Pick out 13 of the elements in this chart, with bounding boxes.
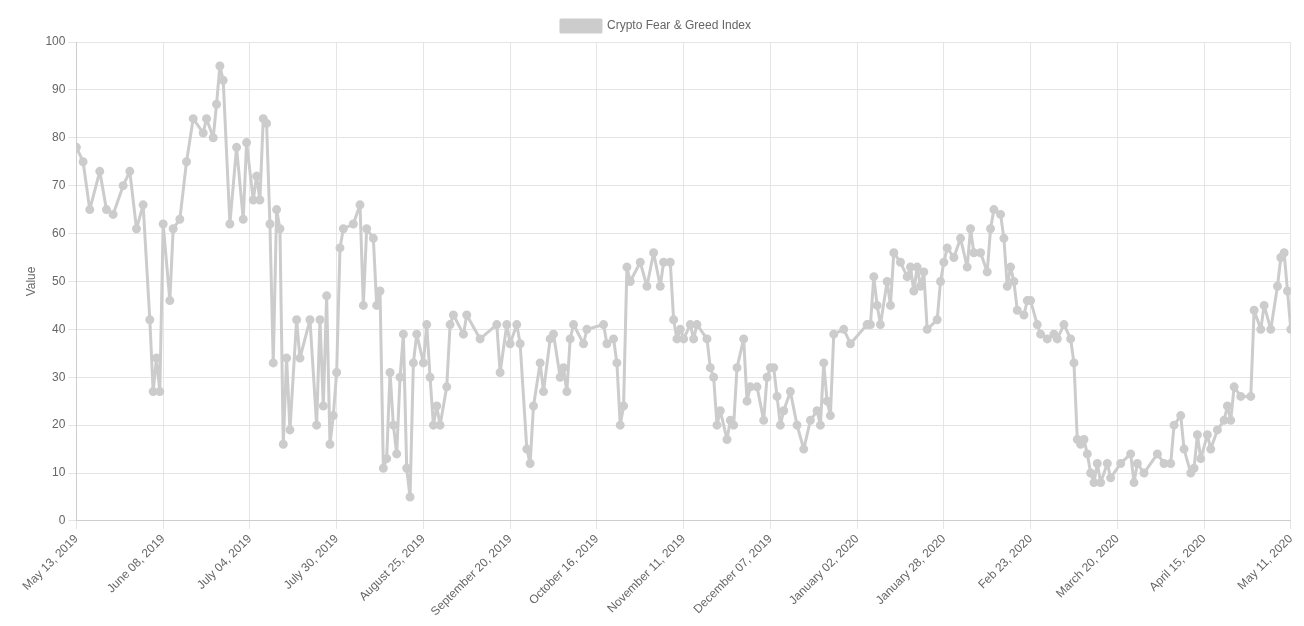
y-tick-label: 70 [52, 177, 66, 192]
y-tick-label: 40 [52, 321, 66, 336]
y-tick-label: 90 [52, 82, 66, 97]
y-tick-label: 100 [45, 34, 66, 49]
y-tick-label: 0 [58, 513, 66, 528]
y-tick-label: 30 [52, 369, 66, 384]
y-tick-label: 50 [52, 273, 66, 288]
y-axis-title: Value [23, 266, 38, 297]
y-tick-label: 20 [52, 417, 66, 432]
y-tick-label: 10 [52, 465, 66, 480]
y-tick-label: 80 [52, 130, 66, 145]
y-tick-label: 60 [52, 225, 66, 240]
legend-label: Crypto Fear & Greed Index [606, 18, 752, 33]
